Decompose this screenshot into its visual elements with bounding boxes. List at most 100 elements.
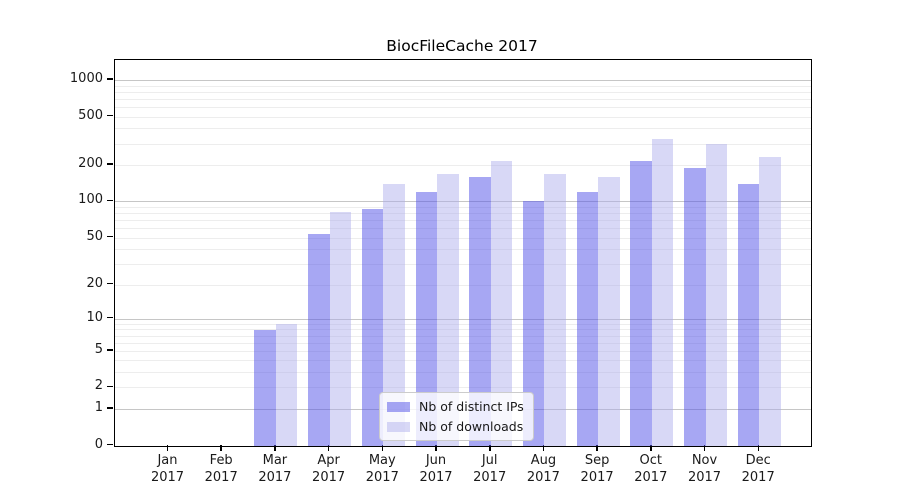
x-tick-year: 2017 (473, 470, 507, 485)
y-tick-mark (107, 114, 113, 117)
x-tick-label: Mar 2017 (235, 452, 315, 486)
x-tick-month: Oct (639, 453, 663, 468)
bar-downloads (437, 174, 459, 446)
chart-title: BiocFileCache 2017 (386, 37, 538, 55)
legend-swatch-downloads-icon (387, 421, 410, 432)
x-tick-label: Jun 2017 (396, 452, 476, 486)
bar-ips (522, 201, 545, 446)
x-tick-label: Dec 2017 (718, 452, 798, 486)
legend-swatch-ips-icon (387, 401, 410, 412)
gridline-minor (115, 220, 811, 221)
gridline-major (115, 80, 811, 81)
x-tick-label: May 2017 (342, 452, 422, 486)
bar-downloads (490, 161, 513, 446)
y-tick-label: 50 (86, 228, 103, 244)
x-tick-year: 2017 (365, 470, 399, 485)
x-tick-mark (542, 445, 545, 451)
y-tick-label: 500 (78, 107, 103, 123)
gridline-minor (115, 237, 811, 239)
x-tick-mark (220, 445, 222, 451)
y-tick-label: 200 (78, 156, 103, 171)
x-tick-label: Nov 2017 (665, 452, 745, 486)
bar-downloads (705, 144, 727, 446)
bar-ips (684, 168, 706, 446)
bar-downloads (759, 156, 781, 446)
bar-ips (576, 192, 599, 446)
y-tick-mark (107, 78, 113, 80)
gridline-minor (115, 360, 811, 362)
y-tick-mark (107, 407, 113, 409)
y-tick-mark (107, 349, 113, 351)
x-tick-label: Apr 2017 (289, 452, 369, 486)
x-tick-month: Nov (691, 453, 718, 468)
gridline-minor (115, 387, 811, 389)
y-tick-label: 1000 (69, 71, 103, 86)
gridline-minor (115, 116, 811, 118)
bar-downloads (329, 212, 352, 446)
bar-ips (415, 191, 437, 446)
x-tick-label: Oct 2017 (611, 452, 691, 486)
x-tick-label: Feb 2017 (181, 452, 261, 486)
y-tick-mark (107, 443, 113, 446)
bar-ips (308, 234, 330, 446)
x-tick-month: Feb (209, 453, 233, 468)
gridline-minor (115, 249, 811, 251)
x-tick-year: 2017 (687, 470, 722, 485)
y-tick-label: 5 (94, 341, 103, 357)
x-tick-month: Mar (262, 453, 288, 468)
gridline-minor (115, 206, 811, 208)
x-tick-year: 2017 (312, 470, 346, 485)
gridline-major (115, 318, 811, 320)
x-tick-month: Jan (157, 453, 178, 468)
gridline-minor (115, 342, 811, 344)
x-tick-year: 2017 (204, 470, 238, 485)
x-tick-mark (596, 445, 598, 451)
x-tick-label: Jan 2017 (128, 452, 208, 486)
x-tick-year: 2017 (580, 470, 614, 485)
gridline-minor (115, 107, 811, 108)
x-tick-mark (274, 445, 276, 451)
gridline-minor (115, 143, 811, 145)
x-tick-month: Jul (481, 453, 498, 468)
gridline-minor (115, 228, 811, 229)
y-tick-mark (107, 199, 113, 202)
gridline-layer (115, 60, 811, 446)
legend-label-ips: Nb of distinct IPs (419, 399, 524, 414)
x-tick-mark (166, 445, 169, 451)
x-tick-month: Sep (584, 453, 610, 468)
bar-ips (737, 184, 760, 446)
gridline-minor (115, 284, 811, 286)
bars-layer (115, 60, 811, 446)
x-tick-year: 2017 (150, 470, 185, 485)
gridline-minor (115, 98, 811, 100)
x-tick-mark (650, 445, 652, 451)
gridline-minor (115, 329, 811, 331)
y-tick-mark (107, 282, 113, 285)
gridline-minor (115, 213, 811, 214)
x-tick-mark (435, 445, 437, 451)
x-tick-year: 2017 (526, 470, 560, 485)
x-tick-label: Aug 2017 (503, 452, 583, 486)
x-tick-month: May (368, 453, 396, 468)
y-tick-mark (107, 235, 113, 238)
x-tick-year: 2017 (634, 470, 668, 485)
y-tick-label: 0 (94, 436, 103, 452)
legend-label-downloads: Nb of downloads (419, 419, 524, 434)
legend-item-downloads: Nb of downloads (387, 419, 524, 434)
bar-ips (361, 209, 384, 446)
x-tick-mark (703, 445, 706, 451)
gridline-minor (115, 372, 811, 374)
y-tick-label: 100 (78, 192, 103, 208)
x-tick-label: Jul 2017 (450, 452, 530, 486)
gridline-minor (115, 335, 811, 337)
plot-area: Nb of distinct IPs Nb of downloads (114, 59, 812, 447)
gridline-minor (115, 323, 811, 325)
y-tick-mark (107, 163, 113, 165)
bar-downloads (598, 177, 620, 446)
legend-item-ips: Nb of distinct IPs (387, 399, 524, 414)
bar-downloads (544, 173, 566, 446)
gridline-minor (115, 91, 811, 93)
x-tick-mark (489, 445, 491, 451)
x-tick-mark (327, 445, 330, 451)
